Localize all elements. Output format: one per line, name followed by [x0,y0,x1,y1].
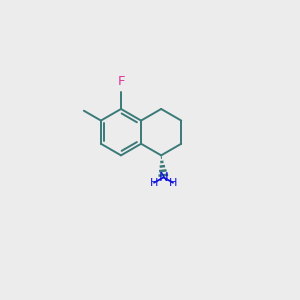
Text: H: H [169,178,177,188]
Text: N: N [159,171,168,184]
Text: H: H [150,178,158,188]
Text: F: F [117,75,125,88]
